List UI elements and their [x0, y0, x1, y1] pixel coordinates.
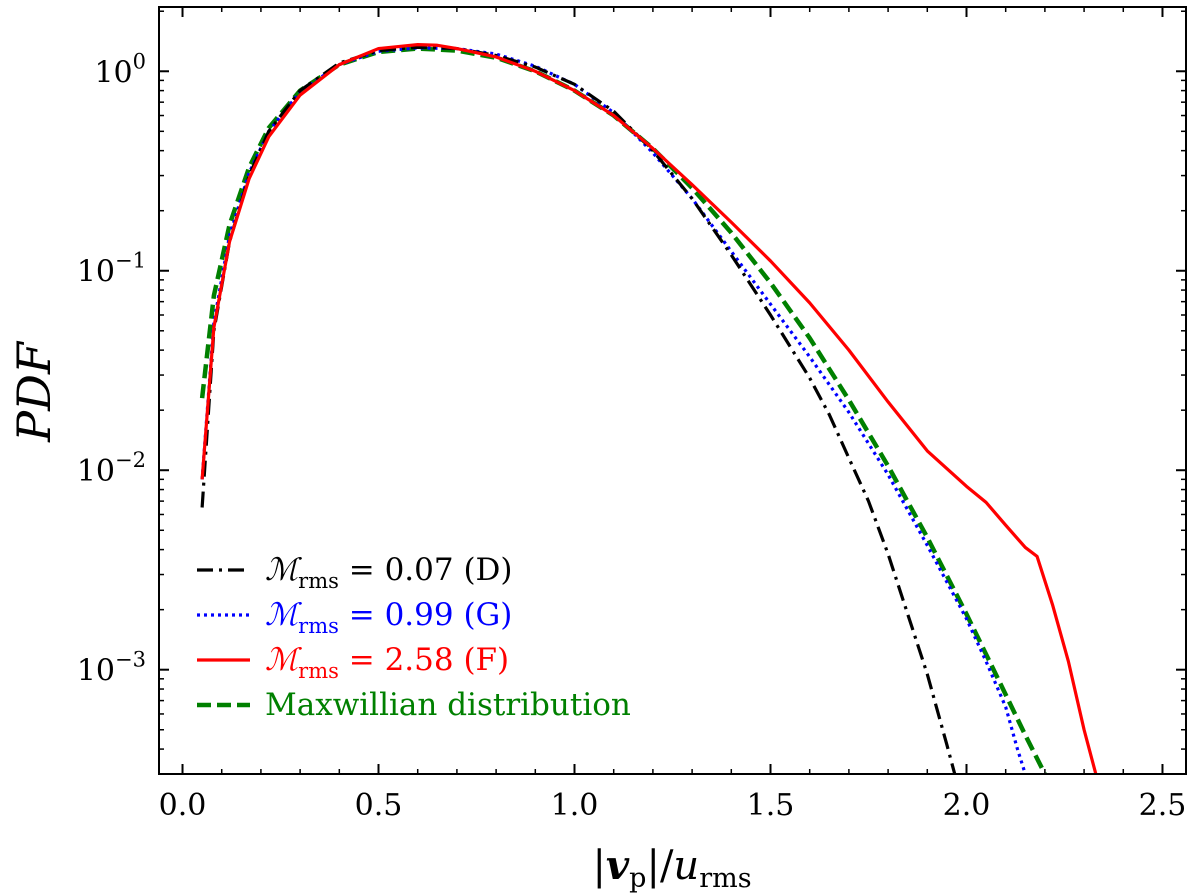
series-line-2 [200, 46, 1027, 774]
plot-frame [158, 6, 1187, 775]
tick-layer: 0.0 0.5 1.0 1.5 2.0 2.5 100 10−1 10−2 10−3 [77, 7, 1186, 823]
legend-label-2: ℳrms = 0.99 (G) [265, 597, 512, 638]
x-tick-label: 1.0 [551, 788, 599, 823]
x-label-den-sub: rms [699, 863, 751, 894]
series-line-3 [200, 43, 1098, 774]
x-tick-label: 2.5 [1139, 788, 1187, 823]
x-label-var-sub: p [629, 863, 646, 894]
y-tick-label: 10−1 [77, 249, 146, 290]
y-tick-label: 10−3 [77, 648, 146, 689]
legend-label-1: ℳrms = 0.07 (D) [265, 552, 513, 593]
legend-label-3: ℳrms = 2.58 (F) [265, 642, 509, 683]
legend-label-4: Maxwillian distribution [265, 687, 631, 723]
series-layer [199, 43, 1098, 774]
y-axis-label: PDF [7, 340, 61, 443]
x-tick-label: 2.0 [943, 788, 991, 823]
series-line-1 [200, 45, 957, 774]
y-tick-label: 100 [94, 49, 146, 90]
legend: ℳrms = 0.07 (D)ℳrms = 0.99 (G)ℳrms = 2.5… [197, 552, 631, 723]
x-label-mid: |/ [646, 843, 673, 889]
x-label-den: u [673, 843, 699, 889]
x-tick-label: 1.5 [747, 788, 795, 823]
y-tick-label: 10−2 [77, 448, 146, 489]
x-label-var: v [606, 842, 630, 889]
x-axis-label: |vp|/urms [592, 842, 751, 894]
x-label-bar-left: | [592, 843, 605, 889]
x-tick-label: 0.0 [159, 788, 207, 823]
x-tick-label: 0.5 [355, 788, 403, 823]
